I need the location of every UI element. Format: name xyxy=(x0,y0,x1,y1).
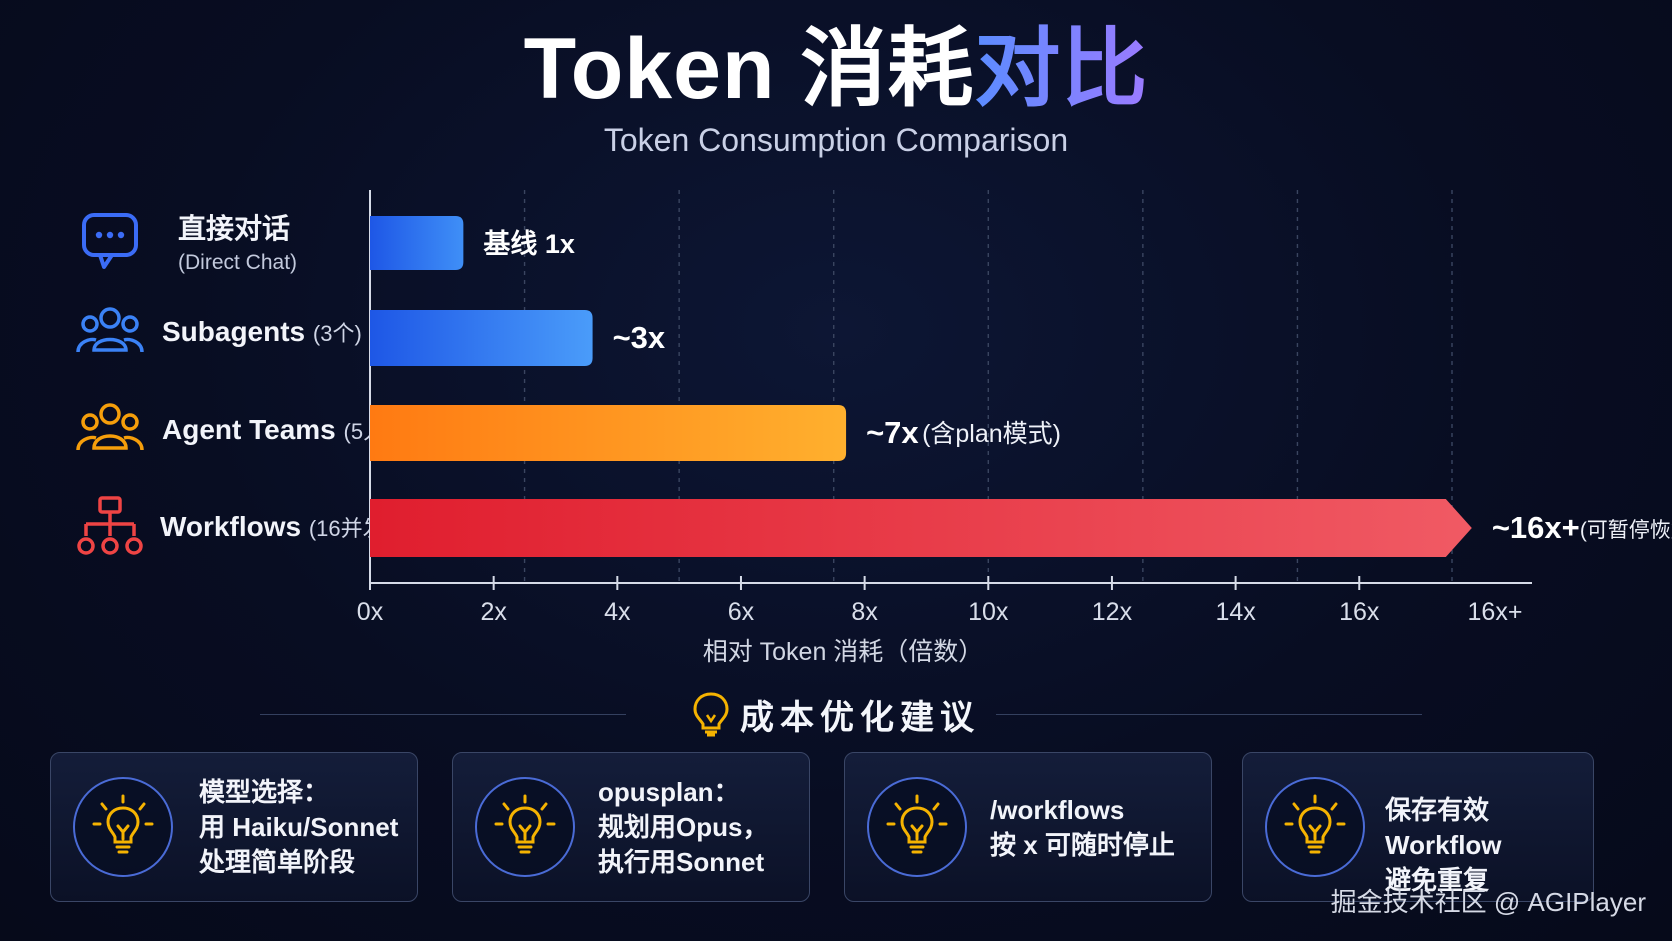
tip-card: 模型选择： 用 Haiku/Sonnet 处理简单阶段 xyxy=(50,752,418,902)
bar xyxy=(370,310,593,366)
chat-bubble-icon xyxy=(82,213,138,269)
tip-card: opusplan： 规划用Opus， 执行用Sonnet xyxy=(452,752,810,902)
tip-line: 按 x 可随时停止 xyxy=(990,830,1175,860)
team-icon xyxy=(76,403,144,451)
lightbulb-icon xyxy=(92,794,154,854)
tip-icon-circle xyxy=(867,777,967,877)
x-tick-label: 10x xyxy=(968,598,1009,626)
tip-icon-circle xyxy=(1265,777,1365,877)
people-icon xyxy=(76,307,144,353)
title-accent-2: 对比 xyxy=(974,21,1149,117)
page-subtitle: Token Consumption Comparison xyxy=(603,122,1069,158)
tip-card: 保存有效Workflow 避免重复 xyxy=(1242,752,1594,902)
tip-card: /workflows 按 x 可随时停止 xyxy=(844,752,1212,902)
hierarchy-icon xyxy=(77,496,143,555)
tip-icon-circle xyxy=(475,777,575,877)
data-label: ~16x+ xyxy=(1492,510,1580,545)
x-tick-label: 6x xyxy=(728,598,755,626)
lightbulb-icon xyxy=(494,794,556,854)
data-label: ~3x xyxy=(613,320,666,355)
x-tick-label: 16x+ xyxy=(1468,598,1523,626)
title-main: Token xyxy=(523,21,801,117)
category-label: Subagents xyxy=(162,316,306,347)
tip-line: 执行用Sonnet xyxy=(598,847,765,877)
category-label: 直接对话 xyxy=(178,213,291,244)
tip-line: 避免重复 xyxy=(1385,865,1490,895)
data-label: 基线 1x xyxy=(483,229,575,259)
lightbulb-icon xyxy=(693,692,729,737)
tip-line: 处理简单阶段 xyxy=(199,847,356,877)
page-title: Token 消耗对比 xyxy=(0,26,1672,112)
category-workflows: Workflows (16并发) xyxy=(76,496,392,558)
data-label: ~7x xyxy=(866,415,919,450)
section-title: 成本优化建议 xyxy=(740,699,980,737)
tip-line: /workflows xyxy=(990,795,1125,825)
tip-line: 保存有效Workflow xyxy=(1385,795,1502,860)
section-header: 成本优化建议 xyxy=(0,690,1672,739)
x-tick-label: 0x xyxy=(357,598,384,626)
tip-line: 模型选择： xyxy=(199,777,330,807)
category-sublabel: (3个) xyxy=(312,321,362,346)
section-divider-right xyxy=(996,714,1422,715)
data-label-note: (可暂停恢复) xyxy=(1580,519,1672,542)
category-label: Workflows xyxy=(160,511,302,542)
bar xyxy=(370,499,1472,557)
category-agent-teams: Agent Teams (5人) xyxy=(76,402,392,458)
title-accent-1: 消耗 xyxy=(800,21,975,117)
tip-line: opusplan： xyxy=(598,777,740,807)
lightbulb-icon xyxy=(886,794,948,854)
bar xyxy=(370,405,847,461)
section-divider-left xyxy=(260,714,626,715)
x-tick-label: 16x xyxy=(1339,598,1380,626)
bar-chart: 0x 2x 4x 6x 8x 10x 12x 14x 16x 16x+ 相对 Token 消耗（倍数… xyxy=(357,190,1672,666)
category-direct-chat: 直接对话 (Direct Chat) xyxy=(78,207,297,275)
x-tick-label: 8x xyxy=(851,598,878,626)
x-tick-label: 4x xyxy=(604,598,631,626)
category-sublabel: (Direct Chat) xyxy=(178,251,298,274)
watermark: 掘金技术社区 @ AGIPlayer xyxy=(1330,887,1646,917)
tip-line: 用 Haiku/Sonnet xyxy=(199,812,399,842)
x-axis-title: 相对 Token 消耗（倍数） xyxy=(703,638,984,666)
bar xyxy=(370,216,464,270)
category-subagents: Subagents (3个) xyxy=(76,304,362,360)
category-label: Agent Teams xyxy=(162,414,336,445)
tip-icon-circle xyxy=(73,777,173,877)
lightbulb-icon xyxy=(1284,794,1346,854)
x-tick-label: 14x xyxy=(1215,598,1256,626)
tip-line: 规划用Opus， xyxy=(598,812,769,842)
x-tick-label: 2x xyxy=(480,598,507,626)
x-tick-label: 12x xyxy=(1092,598,1133,626)
data-label-note: (含plan模式) xyxy=(922,420,1061,448)
